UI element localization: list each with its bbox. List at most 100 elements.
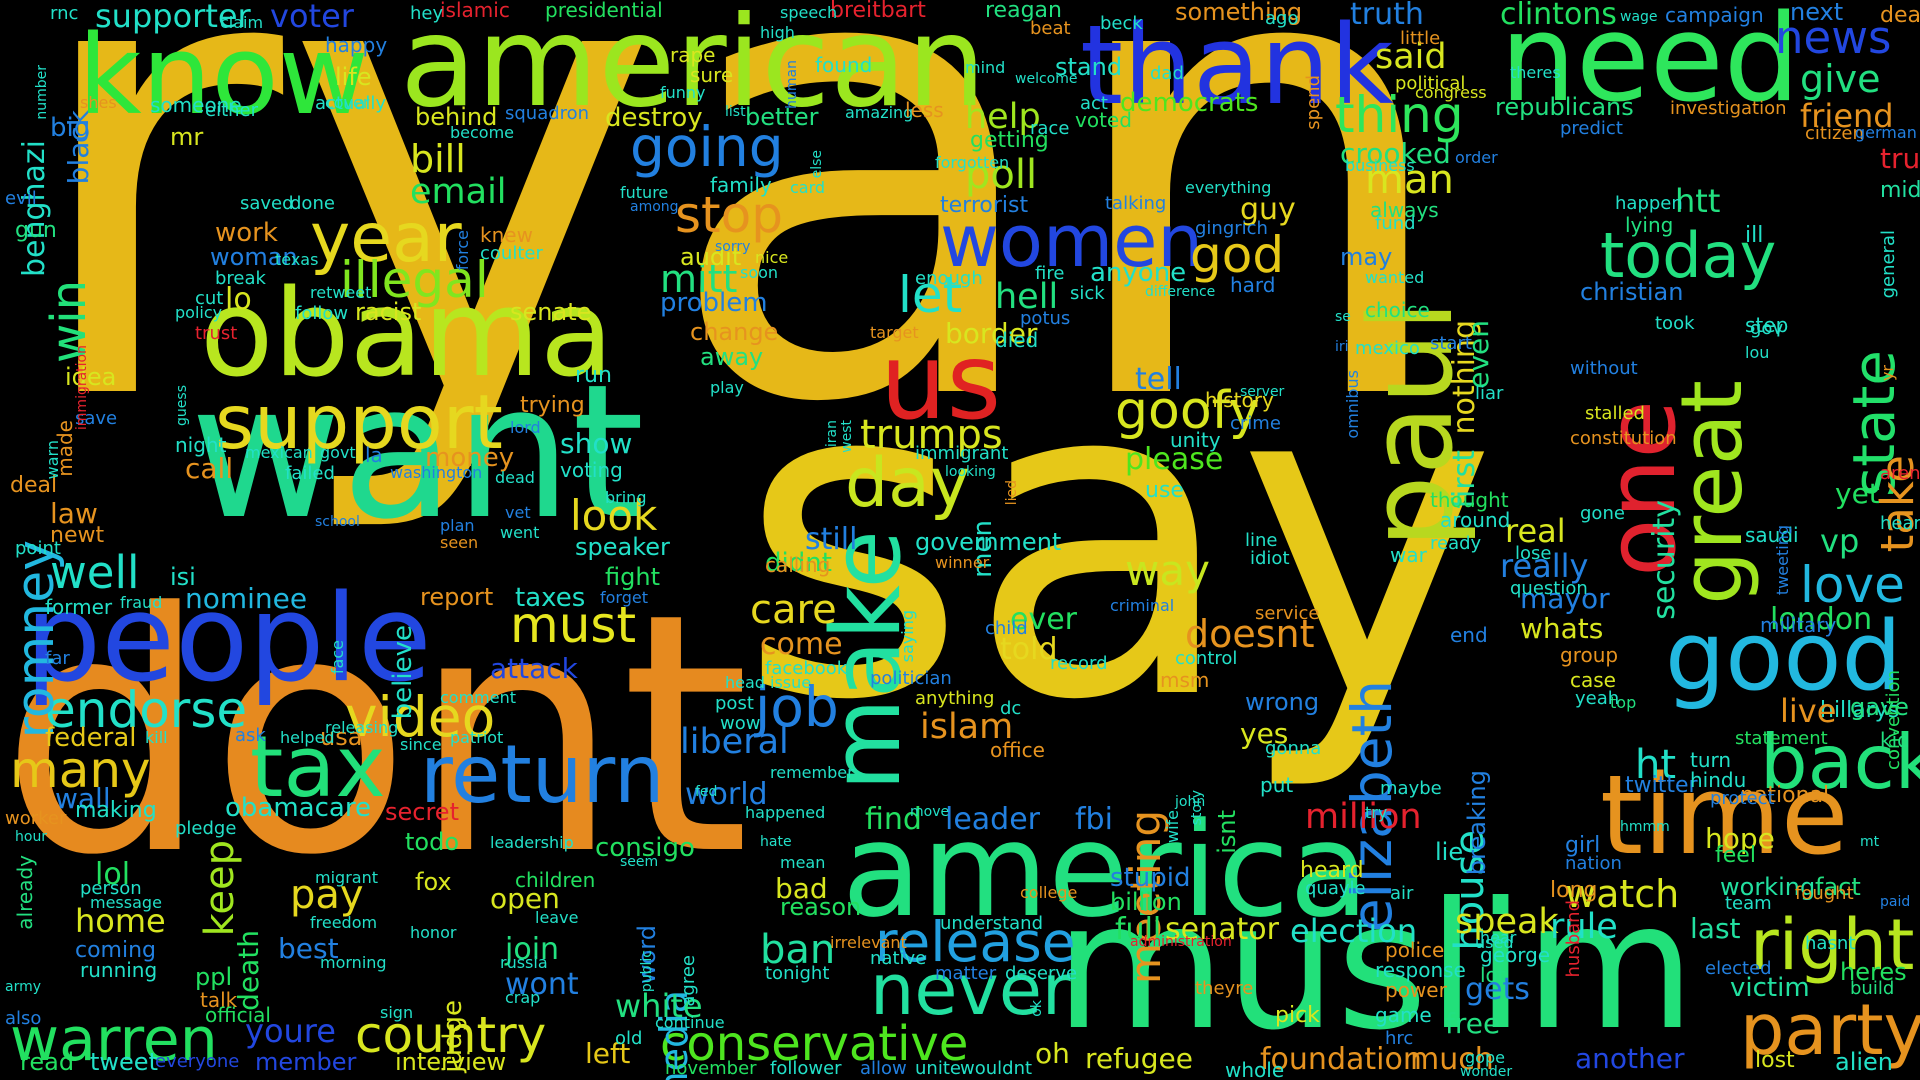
word-running: running <box>80 958 158 982</box>
word-elected: elected <box>1705 958 1772 979</box>
word-full: full <box>1115 912 1162 947</box>
word-lot: lot <box>1480 963 1506 987</box>
word-way: way <box>1125 546 1210 595</box>
word-quayle: quayle <box>1305 878 1366 899</box>
word-friend: friend <box>1800 97 1894 135</box>
word-found: found <box>815 53 873 77</box>
word-taxes: taxes <box>515 583 586 613</box>
word-question: question <box>1510 578 1588 599</box>
word-human: human <box>784 60 800 109</box>
word-high: high <box>760 23 795 42</box>
word-irrelevant: irrelevant <box>830 933 907 952</box>
word-government: government <box>915 528 1062 556</box>
word-best: best <box>278 932 339 965</box>
word-long: long <box>1550 878 1598 903</box>
word-german: german <box>1855 123 1917 142</box>
word-use: use <box>1145 478 1184 503</box>
word-reagan: reagan <box>985 0 1062 23</box>
word-wanted: wanted <box>1365 268 1425 287</box>
word-fact: fact <box>1815 873 1861 901</box>
word-live: live <box>1780 692 1837 730</box>
word-kill: kill <box>145 728 168 747</box>
word-reason: reason <box>780 893 862 921</box>
word-trust: trust <box>195 323 238 344</box>
word-washington: washington <box>390 463 483 482</box>
word-left: left <box>585 1037 631 1070</box>
word-wrong: wrong <box>1245 688 1320 716</box>
word-islam: islam <box>920 707 1014 747</box>
word-better: better <box>745 103 819 131</box>
word-step: step <box>1745 313 1789 337</box>
word-news: news <box>1775 11 1892 64</box>
word-much: much <box>1410 1042 1494 1077</box>
word-convention: convention <box>1883 670 1904 770</box>
word-audit: audit <box>680 243 742 271</box>
word-wow: wow <box>720 713 761 734</box>
word-leadership: leadership <box>490 833 574 852</box>
word-ok: ok <box>1029 1000 1045 1017</box>
word-mr: mr <box>170 123 204 151</box>
word-enough: enough <box>915 268 983 289</box>
word-predict: predict <box>1560 118 1623 139</box>
word-want: want <box>190 344 645 560</box>
word-ill: ill <box>1745 223 1764 248</box>
word-cover: cover <box>325 93 370 112</box>
word-democrats: democrats <box>1120 88 1259 118</box>
word-speaker: speaker <box>575 533 670 561</box>
word-cut: cut <box>195 288 224 309</box>
word-isi: isi <box>170 563 196 591</box>
word-run: run <box>575 363 612 388</box>
word-iran: iran <box>824 420 840 448</box>
word-still: still <box>805 522 858 557</box>
word-isnt: isnt <box>1213 810 1241 854</box>
word-said: said <box>1375 37 1447 77</box>
word-bring: bring <box>605 488 647 507</box>
word-yes: yes <box>1240 717 1289 750</box>
word-warn: warn <box>43 440 62 480</box>
word-god: god <box>1190 226 1285 284</box>
word-pledge: pledge <box>175 818 237 839</box>
word-dont: dont <box>0 543 750 927</box>
word-target: target <box>870 323 919 342</box>
word-move: move <box>910 804 950 820</box>
word-speech: speech <box>780 3 838 22</box>
word-change: change <box>690 318 779 346</box>
word-join: join <box>505 932 560 967</box>
word-something: something <box>1175 0 1303 26</box>
word-less: less <box>905 98 944 122</box>
word-gingrich: gingrich <box>1195 218 1268 239</box>
word-middle: middle <box>1880 178 1920 203</box>
word-policy: policy <box>175 303 223 322</box>
word-alien: alien <box>1835 1048 1894 1076</box>
word-care: care <box>750 587 837 633</box>
word-hear: hear <box>1480 928 1517 947</box>
word-lo: lo <box>225 282 252 317</box>
word-calling: calling <box>765 553 831 577</box>
word-away: away <box>700 343 764 371</box>
word-tonight: tonight <box>765 963 830 984</box>
word-rule: rule <box>1550 907 1618 947</box>
word-girl: girl <box>1565 833 1601 858</box>
word-se: se <box>1335 309 1351 325</box>
word-release: release <box>875 910 1076 974</box>
word-senate: senate <box>510 298 592 326</box>
word-today: today <box>1600 219 1777 292</box>
word-record: record <box>1050 653 1108 674</box>
word-support: support <box>215 378 503 466</box>
word-real: real <box>1505 512 1566 550</box>
word-conservative: conservative <box>660 1016 969 1072</box>
word-sorry: sorry <box>715 239 751 255</box>
word-gov: gov <box>1750 318 1784 339</box>
word-really: really <box>1500 547 1589 585</box>
word-used: used <box>1475 933 1514 952</box>
word-terrorist: terrorist <box>940 193 1029 218</box>
word-issue: issue <box>770 673 812 692</box>
word-la: la <box>365 443 383 467</box>
word-choice: choice <box>1365 298 1430 322</box>
word-tweet: tweet <box>90 1048 158 1076</box>
word-good: good <box>1665 602 1902 712</box>
word-facebook: facebook <box>765 658 848 679</box>
word-look: look <box>570 491 658 540</box>
word-christian: christian <box>1580 278 1684 306</box>
word-act: act <box>1080 93 1108 114</box>
